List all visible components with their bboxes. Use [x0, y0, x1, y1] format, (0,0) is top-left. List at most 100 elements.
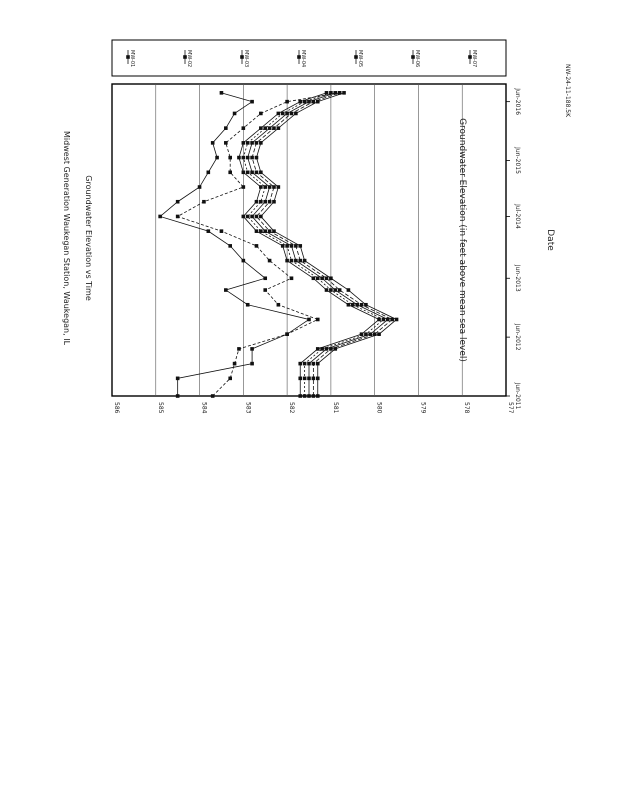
y-tick-label: 585 [157, 402, 164, 414]
chart-title-block: Midwest Generation Waukegan Station, Wau… [62, 131, 93, 346]
data-point [254, 199, 259, 204]
data-point [333, 347, 338, 351]
x-axis-label: Date [545, 229, 555, 251]
data-point [276, 302, 281, 307]
data-point [329, 288, 333, 292]
series-line [251, 92, 393, 396]
data-point [175, 214, 180, 219]
data-point [245, 214, 250, 219]
data-point [245, 141, 250, 145]
data-point [333, 288, 338, 292]
y-tick-label: 582 [288, 402, 295, 414]
data-point [206, 170, 211, 175]
data-point [315, 276, 320, 281]
legend-item: MW-01 [126, 50, 135, 67]
data-point [294, 258, 298, 263]
data-point [394, 317, 399, 322]
data-point [368, 332, 373, 336]
data-point [232, 361, 237, 366]
legend-frame [111, 39, 507, 77]
data-point [276, 111, 281, 116]
x-tick-label: Jun-2015 [514, 146, 521, 174]
series-mw-03 [254, 91, 399, 398]
data-point [245, 302, 250, 307]
data-point [228, 244, 232, 248]
data-point [267, 185, 272, 189]
data-point [219, 91, 224, 95]
data-point [315, 347, 320, 351]
data-point [210, 394, 215, 398]
series-layer [158, 91, 399, 398]
data-point [259, 185, 263, 189]
data-point [267, 126, 272, 130]
data-point [215, 155, 219, 160]
data-point [241, 258, 246, 263]
data-point [311, 99, 316, 104]
y-tick-label: 580 [376, 402, 383, 414]
data-point [259, 111, 263, 116]
data-point [337, 91, 342, 95]
legend-swatch-marker [240, 55, 244, 59]
data-point [254, 170, 259, 175]
data-point [254, 244, 259, 248]
data-point [245, 155, 250, 160]
data-point [302, 258, 307, 263]
data-point [202, 199, 206, 204]
data-point [302, 99, 307, 104]
legend-swatch-marker [183, 55, 187, 59]
plot-frame [111, 83, 507, 397]
data-point [245, 170, 250, 175]
y-axis-label: Groundwater Elevation (in feet above mea… [457, 118, 467, 362]
y-tick-label: 578 [463, 402, 470, 414]
data-point [294, 111, 298, 116]
x-tick-label: Jun-2012 [514, 323, 521, 351]
data-point [285, 258, 289, 263]
data-point [329, 347, 333, 351]
data-point [259, 199, 263, 204]
data-point [307, 99, 311, 104]
y-tick-label: 581 [332, 402, 339, 414]
data-point [289, 258, 294, 263]
legend: MW-01 MW-02 MW-03 MW-04 MW-05 MW-06 MW-07 [111, 39, 507, 77]
data-point [289, 111, 294, 116]
data-point [250, 214, 254, 219]
data-point [241, 141, 246, 145]
data-point [175, 199, 180, 204]
data-point [272, 199, 276, 204]
data-point [241, 155, 246, 160]
data-point [175, 376, 180, 381]
data-point [250, 347, 254, 351]
data-point [285, 332, 289, 336]
legend-item: MW-07 [468, 50, 477, 67]
data-point [280, 244, 285, 248]
x-tick-label: Jul-2014 [514, 203, 521, 229]
legend-swatch-marker [354, 55, 358, 59]
data-point [320, 276, 324, 281]
data-point [311, 394, 316, 398]
data-point [307, 376, 311, 381]
legend-items: MW-01 MW-02 MW-03 MW-04 MW-05 MW-06 MW-07 [126, 50, 477, 67]
data-point [228, 376, 232, 381]
data-point [350, 302, 355, 307]
x-tick-label: Jun-2011 [514, 382, 521, 410]
data-point [324, 288, 329, 292]
plot-area [111, 83, 507, 398]
y-tick-label: 583 [244, 402, 251, 414]
data-point [315, 361, 320, 366]
data-point [298, 376, 303, 381]
data-point [315, 317, 320, 322]
data-point [324, 276, 329, 281]
data-point [320, 347, 324, 351]
data-point [267, 258, 272, 263]
data-point [311, 361, 316, 366]
legend-item: MW-04 [297, 50, 306, 67]
series-line [256, 92, 398, 396]
data-point [272, 126, 276, 130]
series-mw-06 [241, 91, 386, 398]
chart-title: Midwest Generation Waukegan Station, Wau… [62, 131, 71, 346]
data-point [263, 126, 268, 130]
data-point [280, 111, 285, 116]
data-point [224, 141, 228, 145]
data-point [267, 199, 272, 204]
